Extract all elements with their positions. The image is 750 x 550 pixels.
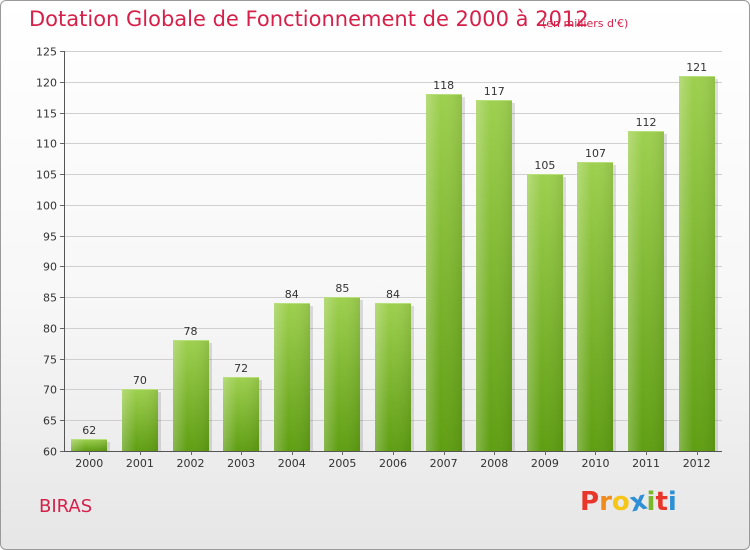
x-tick-label: 2012 — [683, 457, 711, 470]
value-label: 72 — [234, 362, 248, 375]
bar-highlight — [628, 131, 664, 451]
value-labels: 62 70 78 72 84 85 84 118 117 105 107 112 121 — [82, 61, 707, 437]
chart-title: Dotation Globale de Fonctionnement de 20… — [29, 7, 589, 31]
bar-highlight — [71, 439, 107, 451]
value-label: 107 — [585, 147, 606, 160]
value-label: 84 — [386, 288, 400, 301]
y-tick-label: 60 — [43, 446, 57, 459]
chart-subtitle: (en milliers d'€) — [542, 17, 629, 30]
value-label: 112 — [636, 116, 657, 129]
x-tick-label: 2011 — [632, 457, 660, 470]
y-tick-label: 95 — [43, 231, 57, 244]
y-tick-label: 115 — [36, 108, 57, 121]
x-tick-label: 2010 — [581, 457, 609, 470]
value-label: 85 — [335, 282, 349, 295]
bars — [71, 76, 718, 451]
axes: 60 65 70 75 80 85 90 95 100 105 110 115 120 125 2000 20… — [36, 46, 722, 470]
x-tick-label: 2000 — [75, 457, 103, 470]
y-tick-label: 100 — [36, 200, 57, 213]
x-tick-label: 2006 — [379, 457, 407, 470]
y-tick-label: 90 — [43, 261, 57, 274]
proxiti-logo[interactable]: Proxiti — [580, 486, 677, 519]
bar-highlight — [577, 162, 613, 451]
bar-highlight — [679, 76, 715, 451]
value-label: 118 — [433, 79, 454, 92]
x-tick-label: 2008 — [480, 457, 508, 470]
bar-highlight — [476, 100, 512, 451]
y-tick-label: 75 — [43, 354, 57, 367]
value-label: 105 — [534, 159, 555, 172]
bar-highlight — [223, 377, 259, 451]
bar-highlight — [122, 389, 158, 451]
value-label: 70 — [133, 374, 147, 387]
bar-highlight — [274, 303, 310, 451]
commune-name: BIRAS — [39, 496, 93, 517]
bar-highlight — [375, 303, 411, 451]
y-tick-label: 65 — [43, 415, 57, 428]
value-label: 84 — [285, 288, 299, 301]
y-tick-label: 70 — [43, 384, 57, 397]
x-tick-label: 2009 — [531, 457, 559, 470]
y-tick-label: 105 — [36, 169, 57, 182]
value-label: 121 — [686, 61, 707, 74]
logo-letter: P — [580, 487, 600, 517]
logo-letter: r — [599, 487, 612, 517]
bar-highlight — [324, 297, 360, 451]
x-tick-label: 2001 — [126, 457, 154, 470]
x-tick-label: 2004 — [278, 457, 306, 470]
bar-highlight — [527, 174, 563, 451]
x-tick-label: 2007 — [430, 457, 458, 470]
logo-letter: i — [667, 487, 677, 517]
x-tick-label: 2005 — [328, 457, 356, 470]
logo-letter: t — [655, 487, 668, 517]
value-label: 117 — [484, 85, 505, 98]
value-label: 78 — [184, 325, 198, 338]
y-tick-label: 85 — [43, 292, 57, 305]
bar-highlight — [426, 94, 462, 451]
y-tick-label: 125 — [36, 46, 57, 59]
value-label: 62 — [82, 424, 96, 437]
logo-letter: o — [611, 487, 630, 517]
y-tick-label: 120 — [36, 77, 57, 90]
y-tick-label: 80 — [43, 323, 57, 336]
y-tick-label: 110 — [36, 138, 57, 151]
x-tick-label: 2003 — [227, 457, 255, 470]
logo-letter: i — [646, 487, 656, 517]
bar-highlight — [173, 340, 209, 451]
x-tick-label: 2002 — [177, 457, 205, 470]
